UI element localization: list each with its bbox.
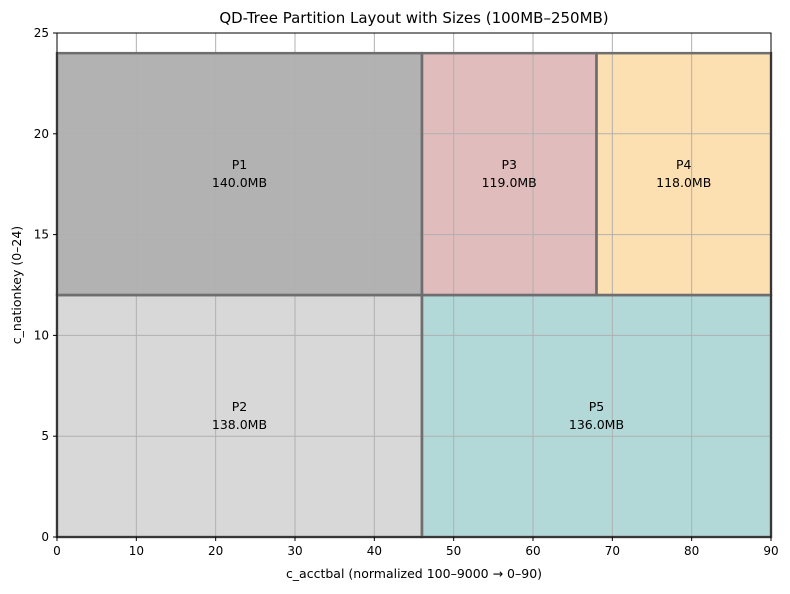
partition-p1 bbox=[57, 53, 422, 296]
x-tick-label: 90 bbox=[763, 544, 778, 558]
x-tick-label: 40 bbox=[367, 544, 382, 558]
partition-name-p3: P3 bbox=[501, 157, 517, 172]
x-tick-label: 80 bbox=[684, 544, 699, 558]
partition-size-p2: 138.0MB bbox=[212, 417, 267, 432]
x-tick-label: 10 bbox=[129, 544, 144, 558]
partition-size-p1: 140.0MB bbox=[212, 175, 267, 190]
partition-name-p1: P1 bbox=[232, 157, 248, 172]
x-tick-label: 70 bbox=[605, 544, 620, 558]
x-tick-label: 60 bbox=[525, 544, 540, 558]
partition-size-p5: 136.0MB bbox=[569, 417, 624, 432]
x-tick-label: 50 bbox=[446, 544, 461, 558]
y-tick-label: 25 bbox=[34, 26, 49, 40]
partition-size-p4: 118.0MB bbox=[656, 175, 711, 190]
partition-size-p3: 119.0MB bbox=[482, 175, 537, 190]
x-tick-label: 20 bbox=[208, 544, 223, 558]
y-tick-label: 0 bbox=[41, 530, 49, 544]
y-tick-label: 20 bbox=[34, 127, 49, 141]
x-tick-label: 0 bbox=[53, 544, 61, 558]
partition-p3 bbox=[421, 53, 597, 296]
x-tick-label: 30 bbox=[287, 544, 302, 558]
partition-p2 bbox=[57, 295, 422, 537]
y-tick-label: 15 bbox=[34, 228, 49, 242]
chart-title: QD-Tree Partition Layout with Sizes (100… bbox=[219, 9, 608, 27]
y-axis-label: c_nationkey (0–24) bbox=[9, 226, 24, 344]
y-tick-label: 5 bbox=[41, 429, 49, 443]
partition-p5 bbox=[421, 295, 771, 537]
plot-frame bbox=[56, 32, 772, 538]
partition-name-p5: P5 bbox=[589, 399, 605, 414]
x-axis-label: c_acctbal (normalized 100–9000 → 0–90) bbox=[286, 566, 542, 581]
partition-p4 bbox=[596, 53, 771, 296]
partition-name-p4: P4 bbox=[676, 157, 692, 172]
partition-name-p2: P2 bbox=[232, 399, 248, 414]
axes: 0 10 20 30 40 50 60 70 80 90 0 5 10 15 20 25 bbox=[34, 26, 779, 558]
y-tick-label: 10 bbox=[34, 328, 49, 342]
